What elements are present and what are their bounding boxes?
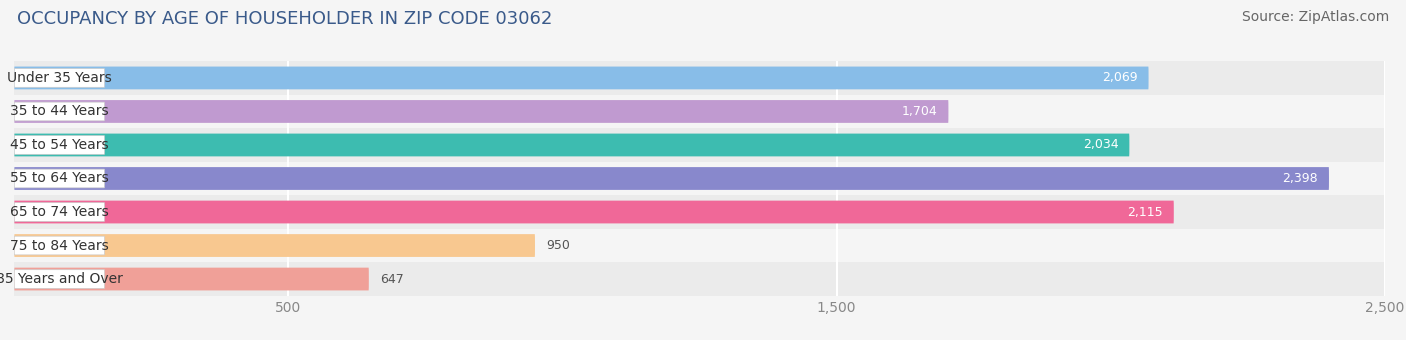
FancyBboxPatch shape bbox=[14, 234, 534, 257]
Text: 65 to 74 Years: 65 to 74 Years bbox=[10, 205, 108, 219]
Text: 2,115: 2,115 bbox=[1128, 205, 1163, 219]
Text: 1,704: 1,704 bbox=[901, 105, 938, 118]
FancyBboxPatch shape bbox=[14, 201, 1174, 223]
FancyBboxPatch shape bbox=[14, 167, 1329, 190]
Text: 55 to 64 Years: 55 to 64 Years bbox=[10, 171, 108, 186]
Bar bbox=[14, 195, 1385, 229]
Text: Under 35 Years: Under 35 Years bbox=[7, 71, 111, 85]
FancyBboxPatch shape bbox=[14, 236, 104, 255]
FancyBboxPatch shape bbox=[14, 67, 1149, 89]
FancyBboxPatch shape bbox=[14, 100, 949, 123]
Text: 2,398: 2,398 bbox=[1282, 172, 1317, 185]
Bar bbox=[14, 262, 1385, 296]
Text: OCCUPANCY BY AGE OF HOUSEHOLDER IN ZIP CODE 03062: OCCUPANCY BY AGE OF HOUSEHOLDER IN ZIP C… bbox=[17, 10, 553, 28]
FancyBboxPatch shape bbox=[14, 203, 104, 221]
FancyBboxPatch shape bbox=[14, 69, 104, 87]
Bar bbox=[14, 95, 1385, 128]
Text: 85 Years and Over: 85 Years and Over bbox=[0, 272, 122, 286]
Bar bbox=[14, 128, 1385, 162]
Text: 75 to 84 Years: 75 to 84 Years bbox=[10, 239, 108, 253]
FancyBboxPatch shape bbox=[14, 134, 1129, 156]
Text: 2,034: 2,034 bbox=[1083, 138, 1118, 152]
Text: 647: 647 bbox=[380, 273, 404, 286]
Bar bbox=[14, 162, 1385, 195]
Text: 2,069: 2,069 bbox=[1102, 71, 1137, 84]
Text: 35 to 44 Years: 35 to 44 Years bbox=[10, 104, 108, 118]
Text: Source: ZipAtlas.com: Source: ZipAtlas.com bbox=[1241, 10, 1389, 24]
Bar bbox=[14, 229, 1385, 262]
FancyBboxPatch shape bbox=[14, 169, 104, 188]
FancyBboxPatch shape bbox=[14, 270, 104, 288]
Text: 45 to 54 Years: 45 to 54 Years bbox=[10, 138, 108, 152]
FancyBboxPatch shape bbox=[14, 136, 104, 154]
Text: 950: 950 bbox=[546, 239, 569, 252]
Bar bbox=[14, 61, 1385, 95]
FancyBboxPatch shape bbox=[14, 268, 368, 290]
FancyBboxPatch shape bbox=[14, 102, 104, 121]
